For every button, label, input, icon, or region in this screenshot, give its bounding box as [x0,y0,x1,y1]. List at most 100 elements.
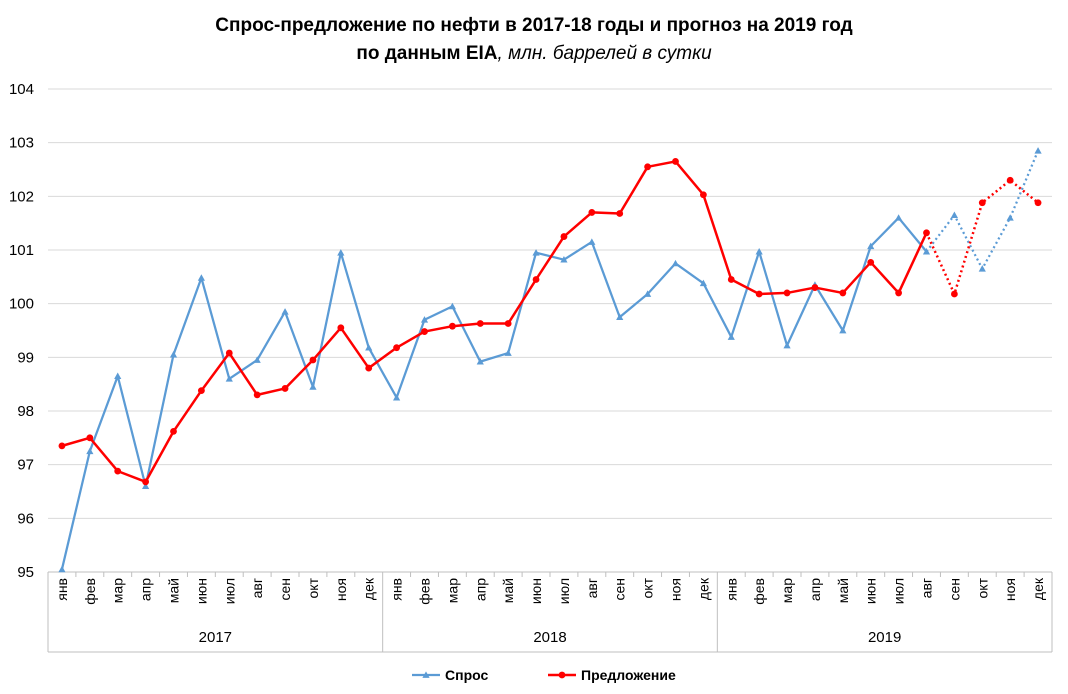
x-tick-label-мар: мар [779,578,795,603]
series-0-point-33 [978,265,986,272]
series-1-point-24 [727,276,735,283]
x-tick-label-ноя: ноя [1002,578,1018,601]
y-tick-label-95: 95 [17,564,34,581]
series-0-point-31 [922,248,931,255]
series-1-point-16 [504,320,512,327]
series-1-point-25 [755,290,763,298]
series-0-point-16 [504,349,512,356]
series-1-point-26 [783,289,791,297]
series-1-point-12 [393,344,401,352]
series-1-point-0 [58,442,66,450]
year-label-2018: 2018 [533,629,566,646]
x-tick-label-мар: мар [110,578,126,603]
legend-swatch-marker-0 [422,671,430,678]
x-tick-label-авг: авг [249,578,265,598]
series-1-point-30 [895,289,903,297]
legend-label-0: Спрос [445,667,488,683]
series-0-point-32 [950,211,958,218]
series-1-point-4 [170,427,177,435]
series-1-point-21 [644,163,652,171]
series-0-point-9 [309,383,317,390]
series-1-point-7 [253,391,261,399]
x-tick-label-мар: мар [444,578,460,603]
series-1-point-9 [309,356,317,364]
x-tick-label-авг: авг [584,578,600,598]
x-tick-label-дек: дек [361,577,377,600]
series-1-point-10 [337,324,345,332]
x-tick-label-янв: янв [54,578,70,601]
chart-title-source: по данным EIA [356,43,498,64]
series-1-point-33 [978,199,986,207]
series-1-point-13 [421,328,428,335]
series-0-point-12 [393,393,401,401]
x-tick-label-апр: апр [472,578,488,601]
series-0-point-14 [448,302,456,310]
series-1-point-1 [86,434,94,442]
series-1-point-27 [811,284,819,291]
series-0-point-8 [281,308,289,315]
x-tick-label-окт: окт [640,577,656,598]
series-1-point-6 [225,349,233,357]
x-tick-label-сен: сен [612,578,628,601]
series-0-point-13 [420,316,429,323]
x-tick-label-июн: июн [528,578,544,604]
legend-label-1: Предложение [581,667,676,683]
series-0-point-11 [365,344,373,351]
x-tick-label-май: май [500,578,516,603]
series-forecast-line-0 [925,150,1040,272]
series-1-point-11 [365,364,373,372]
x-tick-label-май: май [166,578,182,603]
x-tick-label-июл: июл [556,578,572,604]
series-1-point-20 [616,210,624,217]
series-1-point-31 [923,229,930,237]
series-0-point-23 [699,279,707,287]
series-0-point-29 [867,242,875,250]
x-tick-label-ноя: ноя [668,578,684,601]
series-0-point-35 [1034,147,1042,154]
series-forecast-line-1 [925,178,1039,298]
series-0-point-24 [727,333,735,340]
x-tick-label-янв: янв [723,578,739,601]
series-0-point-26 [783,341,791,349]
series-1-point-8 [281,385,289,392]
y-tick-label-97: 97 [17,457,34,474]
y-tick-label-102: 102 [9,188,34,205]
x-tick-label-ноя: ноя [333,578,349,601]
series-1-point-19 [588,209,596,216]
x-tick-label-янв: янв [389,578,405,601]
y-tick-label-101: 101 [9,242,34,259]
series-0-point-18 [560,256,568,263]
series-0-point-15 [476,358,484,365]
series-0-point-20 [616,313,624,320]
x-tick-label-июл: июл [891,578,907,604]
x-tick-label-авг: авг [919,578,935,598]
series-0-point-6 [225,375,233,382]
series-0-point-4 [169,351,178,358]
series-0-point-1 [86,447,94,455]
chart-title-line1: Спрос-предложение по нефти в 2017-18 год… [215,15,853,36]
y-tick-label-104: 104 [9,81,34,98]
chart-title-units: , млн. баррелей в сутки [497,43,712,64]
series-0-point-22 [671,259,680,267]
series-line-0 [60,216,928,570]
y-tick-label-99: 99 [17,349,34,366]
series-0-point-21 [644,290,652,297]
series-1-point-5 [197,387,205,395]
series-1-point-28 [839,289,847,297]
legend-swatch-marker-1 [558,671,566,679]
chart-title: Спрос-предложение по нефти в 2017-18 год… [0,12,1068,68]
y-tick-label-100: 100 [9,296,34,313]
x-tick-label-апр: апр [807,578,823,601]
series-0-point-19 [588,238,596,245]
series-0-point-17 [532,249,540,256]
series-line-1 [61,160,928,484]
x-tick-label-фев: фев [417,578,433,605]
series-0-point-0 [58,565,66,573]
series-0-point-28 [839,326,847,334]
series-1-point-14 [448,322,456,330]
series-0-point-34 [1006,214,1014,221]
series-0-point-3 [142,482,150,490]
series-1-point-17 [532,276,540,283]
